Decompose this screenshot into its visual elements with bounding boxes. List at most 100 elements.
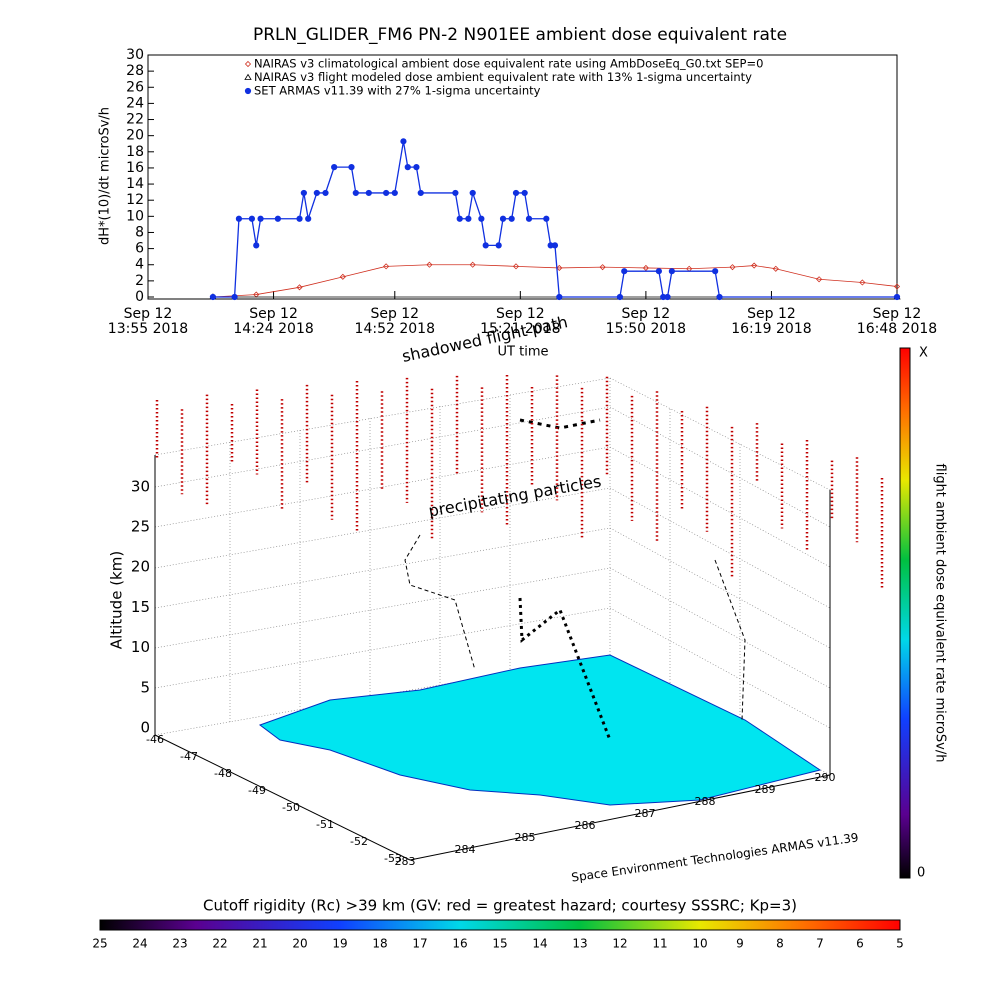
point: [893, 283, 901, 290]
point: [400, 138, 407, 145]
point: [655, 268, 662, 275]
y-tick-label: 26: [126, 79, 144, 95]
rigidity-tick-label: 10: [692, 937, 707, 951]
point: [244, 60, 252, 68]
z-axis-label: Altitude (km): [108, 551, 126, 649]
y-tick-label: 24: [126, 95, 144, 111]
point: [616, 293, 624, 301]
lon-tick-label: 285: [515, 831, 536, 844]
rigidity-colorbar: [99, 919, 901, 931]
point: [508, 215, 515, 222]
point: [209, 293, 217, 301]
point: [893, 293, 901, 301]
point: [521, 189, 528, 197]
point: [348, 164, 355, 171]
point: [452, 189, 459, 197]
rigidity-tick-label: 13: [572, 937, 587, 951]
x-tick-label: 14:24 2018: [233, 321, 313, 337]
rigidity-tick-label: 6: [856, 937, 864, 951]
point: [621, 268, 628, 275]
point: [339, 273, 346, 280]
particle-columns: [155, 375, 884, 588]
point: [253, 242, 260, 249]
y-axis-label: dH*(10)/dt microSv/h: [98, 107, 113, 245]
lat-tick-label: -50: [282, 801, 300, 814]
y-tick-label: 20: [126, 128, 144, 144]
point: [465, 215, 472, 222]
rigidity-tick-label: 7: [816, 937, 824, 951]
rigidity-tick-label: 11: [652, 937, 667, 951]
point: [322, 189, 329, 197]
z-tick-label: 15: [131, 598, 150, 616]
lon-tick-label: 283: [395, 855, 416, 868]
y-tick-label: 12: [126, 192, 144, 208]
legend-label: NAIRAS v3 climatological ambient dose eq…: [254, 57, 763, 71]
y-tick-label: 28: [126, 63, 144, 79]
point: [313, 189, 320, 197]
rigidity-tick-label: 22: [212, 937, 227, 951]
point: [244, 87, 252, 95]
y-tick-label: 8: [135, 224, 144, 240]
y-tick-label: 18: [126, 144, 144, 160]
x-tick-label: Sep 12: [124, 306, 173, 322]
point: [712, 268, 719, 275]
plot-frame: [147, 54, 898, 300]
point: [642, 264, 649, 272]
x-tick-label: 13:55 2018: [108, 321, 188, 337]
point: [751, 262, 758, 269]
rigidity-tick-label: 24: [132, 937, 147, 951]
point: [859, 279, 866, 286]
rigidity-tick-label: 9: [736, 937, 744, 951]
x-tick-label: Sep 12: [370, 306, 419, 322]
rigidity-tick-label: 20: [292, 937, 307, 951]
point: [556, 264, 563, 272]
z-tick-label: 5: [140, 678, 150, 696]
point: [556, 293, 563, 301]
z-tick-label: 30: [131, 477, 150, 495]
point: [257, 215, 264, 222]
point: [331, 164, 338, 171]
z-tick-label: 25: [131, 518, 150, 536]
lat-tick-label: -51: [316, 818, 334, 831]
rigidity-tick-label: 5: [896, 937, 904, 951]
rigidity-tick-label: 23: [172, 937, 187, 951]
point: [296, 284, 303, 291]
y-tick-label: 0: [135, 289, 144, 305]
point: [413, 164, 420, 171]
rigidity-tick-label: 21: [252, 937, 267, 951]
lat-tick-label: -48: [214, 767, 232, 780]
series-line: [212, 264, 898, 298]
point: [296, 215, 303, 222]
point: [495, 242, 502, 249]
lon-tick-label: 289: [755, 783, 776, 796]
shadow-track: [404, 534, 476, 671]
point: [512, 189, 520, 197]
point: [305, 215, 312, 222]
y-tick-label: 14: [126, 176, 144, 192]
x-axis-label: UT time: [498, 345, 549, 360]
point: [365, 189, 372, 197]
point: [231, 293, 238, 301]
x-tick-label: Sep 12: [873, 306, 922, 322]
x-tick-label: 15:50 2018: [606, 321, 686, 337]
x-tick-label: Sep 12: [622, 306, 671, 322]
z-tick-label: 20: [131, 558, 150, 576]
point: [716, 293, 723, 301]
point: [383, 263, 390, 270]
point: [729, 264, 736, 271]
z-tick-label: 0: [140, 719, 150, 737]
lat-tick-label: -47: [180, 750, 198, 763]
lat-tick-label: -49: [248, 784, 266, 797]
chart-title: PRLN_GLIDER_FM6 PN-2 N901EE ambient dose…: [253, 25, 787, 45]
point: [404, 164, 411, 171]
shadow-track: [714, 559, 746, 721]
y-tick-label: 6: [135, 241, 144, 257]
y-tick-label: 10: [126, 208, 144, 224]
x-tick-label: 14:52 2018: [355, 321, 435, 337]
lat-tick-label: -53: [384, 852, 402, 865]
point: [235, 215, 243, 222]
point: [478, 215, 485, 222]
lon-tick-label: 288: [695, 795, 716, 808]
rigidity-tick-label: 25: [92, 937, 107, 951]
